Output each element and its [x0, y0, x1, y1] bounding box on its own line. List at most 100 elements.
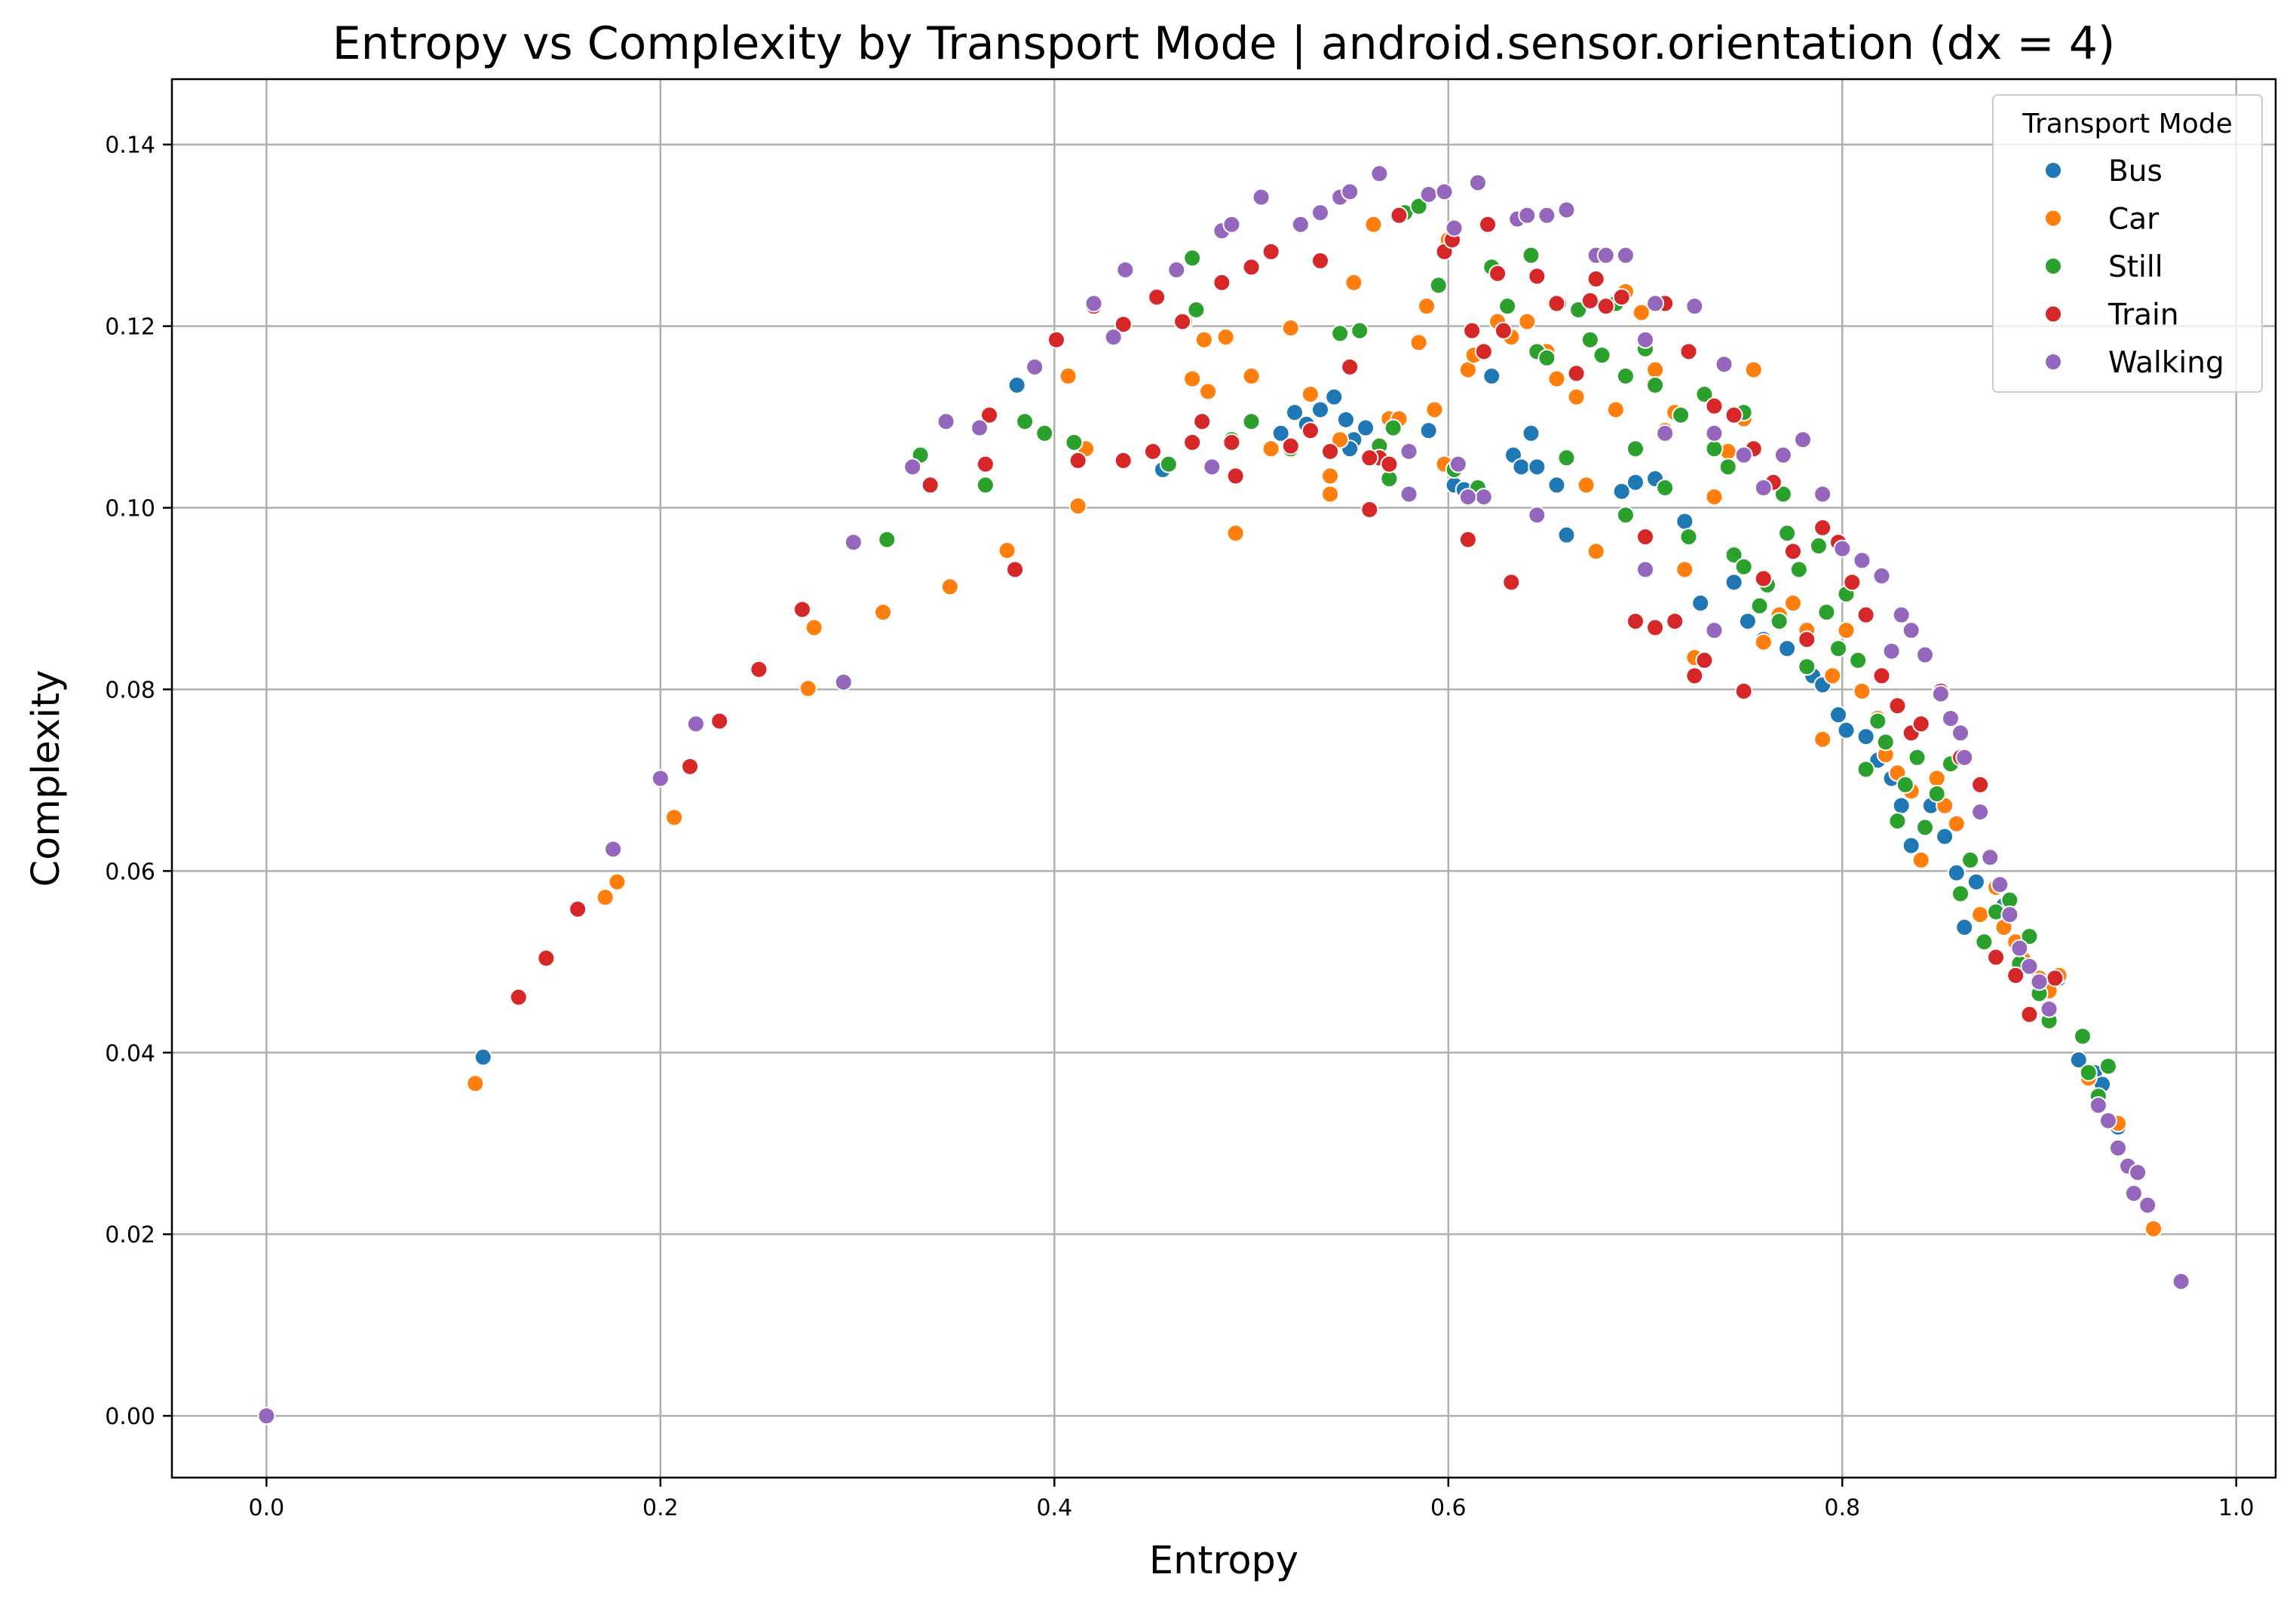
point-still	[1537, 348, 1556, 367]
point-bus	[1936, 827, 1954, 846]
point-train	[1148, 288, 1166, 307]
point-still	[1580, 330, 1599, 349]
legend-marker	[2044, 257, 2062, 275]
point-bus	[1007, 375, 1026, 394]
point-still	[1183, 249, 1202, 268]
point-train	[1222, 433, 1241, 452]
point-car	[1705, 488, 1724, 507]
point-walking	[1991, 875, 2009, 894]
point-car	[1853, 682, 1871, 700]
point-bus	[1675, 512, 1694, 531]
x-tick-label: 0.6	[1430, 1495, 1467, 1521]
legend-marker	[2044, 161, 2062, 179]
point-car	[466, 1074, 485, 1093]
point-still	[1789, 560, 1808, 579]
x-axis-title: Entropy	[1149, 1539, 1298, 1583]
point-walking	[1981, 848, 2000, 867]
point-walking	[2010, 939, 2029, 957]
point-train	[749, 660, 768, 678]
point-walking	[1931, 685, 1950, 703]
point-still	[1331, 324, 1350, 343]
point-car	[1754, 633, 1773, 651]
point-still	[1724, 546, 1743, 565]
point-train	[1502, 573, 1521, 592]
point-still	[1557, 449, 1576, 467]
point-train	[1612, 288, 1631, 307]
point-walking	[2020, 957, 2039, 976]
point-train	[1813, 519, 1832, 538]
point-train	[1783, 542, 1802, 561]
point-walking	[1773, 446, 1792, 464]
point-walking	[1468, 173, 1487, 192]
point-still	[1626, 440, 1645, 458]
point-train	[569, 899, 587, 918]
point-walking	[1916, 645, 1934, 664]
point-train	[1856, 605, 1875, 624]
point-bus	[474, 1048, 492, 1067]
point-car	[1418, 297, 1436, 316]
point-car	[1911, 850, 1930, 869]
point-car	[1947, 814, 1966, 833]
point-still	[1868, 712, 1887, 731]
point-walking	[1902, 621, 1920, 640]
point-bus	[1691, 594, 1710, 613]
point-still	[1409, 197, 1428, 216]
point-walking	[1951, 724, 1970, 743]
point-car	[1226, 524, 1245, 543]
point-train	[980, 406, 999, 424]
point-train	[1242, 258, 1261, 277]
point-walking	[2109, 1138, 2128, 1157]
point-car	[1216, 328, 1235, 347]
point-bus	[1947, 863, 1966, 882]
point-train	[1695, 651, 1714, 669]
point-still	[1384, 418, 1402, 437]
point-walking	[651, 769, 670, 788]
point-car	[1675, 560, 1694, 579]
point-still	[1656, 479, 1675, 498]
point-car	[1567, 387, 1586, 406]
point-still	[2098, 1057, 2117, 1076]
point-walking	[1557, 201, 1576, 219]
point-walking	[2138, 1196, 2157, 1214]
point-car	[1281, 319, 1300, 338]
point-bus	[1557, 525, 1576, 544]
point-train	[1911, 715, 1930, 734]
point-car	[1321, 485, 1340, 504]
point-train	[1463, 321, 1482, 340]
point-train	[1724, 406, 1743, 424]
point-walking	[1528, 506, 1547, 525]
point-still	[1187, 300, 1206, 319]
y-tick-label: 0.14	[105, 133, 155, 159]
legend-label: Bus	[2108, 155, 2163, 188]
x-tick-label: 1.0	[2218, 1495, 2255, 1521]
point-bus	[1626, 473, 1645, 492]
point-car	[1321, 467, 1340, 485]
point-train	[1360, 500, 1379, 519]
series-train	[509, 206, 2065, 1024]
point-walking	[2030, 972, 2049, 991]
y-tick-label: 0.08	[105, 677, 155, 703]
point-walking	[1084, 294, 1103, 313]
point-bus	[1612, 482, 1631, 501]
point-car	[596, 888, 615, 907]
point-train	[1705, 397, 1724, 415]
point-still	[1849, 651, 1868, 669]
point-train	[1580, 291, 1599, 310]
point-bus	[1547, 476, 1566, 495]
point-still	[1916, 818, 1934, 837]
point-train	[537, 949, 556, 967]
point-car	[1301, 384, 1320, 403]
point-still	[1773, 485, 1792, 504]
point-car	[1813, 730, 1832, 749]
point-walking	[1754, 479, 1773, 498]
point-car	[1194, 330, 1213, 349]
point-walking	[1203, 458, 1222, 476]
point-car	[1199, 382, 1218, 401]
point-bus	[1419, 421, 1438, 440]
point-walking	[1399, 485, 1418, 504]
point-walking	[1882, 642, 1901, 660]
chart-title: Entropy vs Complexity by Transport Mode …	[333, 17, 2116, 70]
point-walking	[1971, 803, 1990, 822]
point-still	[2079, 1063, 2098, 1082]
